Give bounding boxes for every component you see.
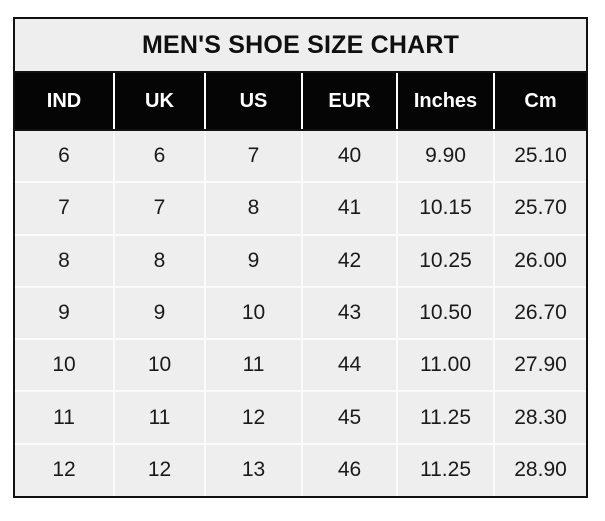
column-header-eur: EUR [302, 72, 398, 131]
column-header-us: US [205, 72, 303, 131]
table-cell: 45 [302, 391, 398, 445]
table-cell: 8 [15, 234, 115, 288]
table-cell: 11 [205, 339, 303, 393]
table-cell: 44 [302, 339, 398, 393]
table-cell: 25.10 [494, 130, 587, 184]
title-row: MEN'S SHOE SIZE CHART [15, 19, 587, 73]
table-cell: 11 [114, 391, 206, 445]
table-cell: 46 [302, 443, 398, 496]
table-cell: 8 [114, 234, 206, 288]
table-cell: 10 [15, 339, 115, 393]
table-cell: 43 [302, 286, 398, 341]
table-cell: 12 [15, 443, 115, 496]
table-cell: 13 [205, 443, 303, 496]
table-cell: 7 [114, 182, 206, 236]
column-header-inches: Inches [397, 72, 495, 131]
table-cell: 42 [302, 234, 398, 288]
table-cell: 9 [114, 286, 206, 341]
table-cell: 8 [205, 182, 303, 236]
table-row: 6 6 7 40 9.90 25.10 [15, 130, 587, 184]
table-cell: 6 [15, 130, 115, 184]
table-cell: 11.25 [397, 443, 495, 496]
table-row: 12 12 13 46 11.25 28.90 [15, 443, 587, 496]
table-cell: 11.00 [397, 339, 495, 393]
page-title: MEN'S SHOE SIZE CHART [15, 19, 587, 73]
table-cell: 9.90 [397, 130, 495, 184]
table-cell: 28.30 [494, 391, 587, 445]
column-header-row: IND UK US EUR Inches Cm [15, 72, 587, 131]
table-cell: 28.90 [494, 443, 587, 496]
table-cell: 10.15 [397, 182, 495, 236]
column-header-uk: UK [114, 72, 206, 131]
table-cell: 9 [15, 286, 115, 341]
table-cell: 10 [114, 339, 206, 393]
shoe-size-table: MEN'S SHOE SIZE CHART IND UK US EUR Inches Cm… [15, 19, 587, 496]
table-cell: 9 [205, 234, 303, 288]
table-cell: 10 [205, 286, 303, 341]
table-row: 9 9 10 43 10.50 26.70 [15, 286, 587, 341]
table-row: 10 10 11 44 11.00 27.90 [15, 339, 587, 393]
table-row: 7 7 8 41 10.15 25.70 [15, 182, 587, 236]
table-cell: 25.70 [494, 182, 587, 236]
size-chart-container: MEN'S SHOE SIZE CHART IND UK US EUR Inches Cm… [13, 17, 588, 498]
table-row: 8 8 9 42 10.25 26.00 [15, 234, 587, 288]
table-cell: 41 [302, 182, 398, 236]
column-header-cm: Cm [494, 72, 587, 131]
table-cell: 12 [114, 443, 206, 496]
table-row: 11 11 12 45 11.25 28.30 [15, 391, 587, 445]
table-cell: 7 [15, 182, 115, 236]
table-cell: 10.25 [397, 234, 495, 288]
table-cell: 40 [302, 130, 398, 184]
table-cell: 11.25 [397, 391, 495, 445]
table-head: MEN'S SHOE SIZE CHART IND UK US EUR Inches Cm [15, 19, 587, 131]
table-cell: 12 [205, 391, 303, 445]
column-header-ind: IND [15, 72, 115, 131]
table-cell: 11 [15, 391, 115, 445]
table-body: 6 6 7 40 9.90 25.10 7 7 8 41 10.15 25.70 8 8 9 42 10.25 2… [15, 130, 587, 496]
table-cell: 27.90 [494, 339, 587, 393]
table-cell: 26.00 [494, 234, 587, 288]
table-cell: 10.50 [397, 286, 495, 341]
table-cell: 26.70 [494, 286, 587, 341]
table-cell: 6 [114, 130, 206, 184]
table-cell: 7 [205, 130, 303, 184]
